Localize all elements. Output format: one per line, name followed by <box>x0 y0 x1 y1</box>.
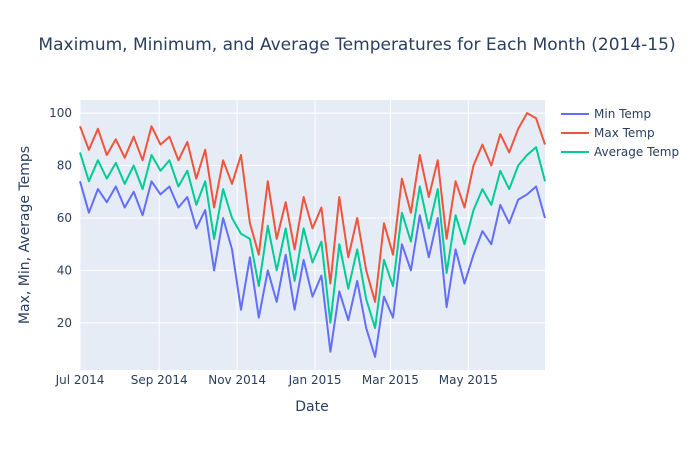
y-tick-label: 80 <box>57 159 72 173</box>
legend-item-min-temp[interactable]: Min Temp <box>561 107 651 121</box>
chart-title: Maximum, Minimum, and Average Temperatur… <box>38 35 675 55</box>
x-tick-label: Mar 2015 <box>362 373 419 387</box>
x-tick-label: Nov 2014 <box>208 373 266 387</box>
x-tick-label: Jul 2014 <box>55 373 105 387</box>
legend-label: Min Temp <box>594 107 651 121</box>
legend[interactable]: Min Temp Max Temp Average Temp <box>561 107 679 159</box>
y-tick-label: 40 <box>57 263 72 277</box>
series-line-max-temp <box>79 112 546 303</box>
legend-item-average-temp[interactable]: Average Temp <box>561 145 679 159</box>
series-line-min-temp <box>79 180 546 358</box>
x-tick-label: May 2015 <box>439 373 498 387</box>
legend-label: Average Temp <box>594 145 679 159</box>
y-tick-label: 20 <box>57 316 72 330</box>
x-tick-label: Sep 2014 <box>131 373 188 387</box>
legend-label: Max Temp <box>594 126 655 140</box>
series-lines <box>79 112 546 358</box>
y-tick-label: 60 <box>57 211 72 225</box>
tick-labels: 20 40 60 80 100 Jul 2014 Sep 2014 Nov 2014 Jan 2… <box>49 106 498 387</box>
series-line-average-temp <box>79 146 546 330</box>
plot-area <box>80 100 545 370</box>
y-tick-label: 100 <box>49 106 72 120</box>
y-axis-title: Max, Min, Average Temps <box>17 146 33 324</box>
legend-item-max-temp[interactable]: Max Temp <box>561 126 655 140</box>
x-tick-label: Jan 2015 <box>288 373 342 387</box>
x-axis-title: Date <box>295 399 328 415</box>
